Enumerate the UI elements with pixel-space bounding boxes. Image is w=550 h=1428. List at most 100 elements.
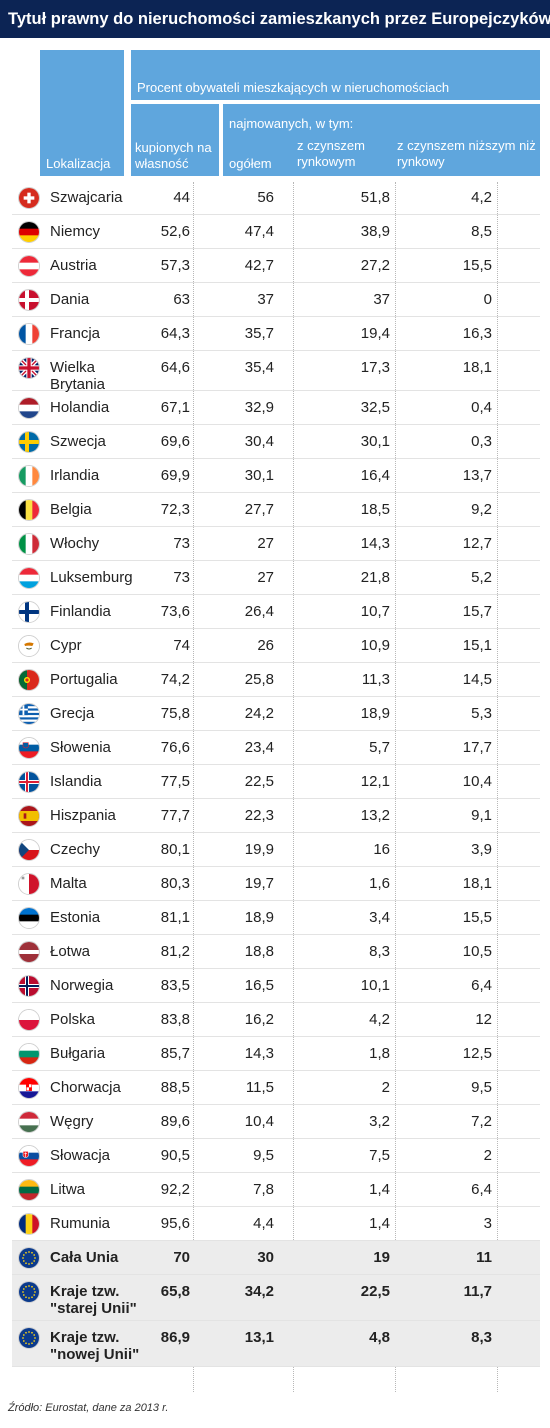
flag-slovenia-icon: [18, 737, 40, 759]
rented-total-value: 42,7: [244, 257, 274, 274]
purchased-value: 86,9: [160, 1329, 190, 1346]
row-location-name: Włochy: [50, 535, 100, 552]
row-location-name: Czechy: [50, 841, 101, 858]
table-row: Grecja 75,8 24,2 18,9 5,3: [12, 697, 540, 731]
header-percent-group: Procent obywateli mieszkających w nieruc…: [131, 50, 540, 100]
market-rent-value: 5,7: [369, 739, 390, 756]
table-row: Kraje tzw. "starej Unii" 65,8 34,2 22,5 11,7: [12, 1275, 540, 1321]
purchased-value: 77,5: [160, 773, 190, 790]
rented-total-value: 10,4: [244, 1113, 274, 1130]
table-row: Szwecja 69,6 30,4 30,1 0,3: [12, 425, 540, 459]
market-rent-value: 2: [381, 1079, 390, 1096]
row-location-name: Finlandia: [50, 603, 111, 620]
purchased-value: 77,7: [160, 807, 190, 824]
row-location-name: Grecja: [50, 705, 95, 722]
market-rent-value: 10,7: [360, 603, 390, 620]
rented-total-value: 11,5: [245, 1079, 274, 1096]
purchased-value: 70: [173, 1249, 190, 1266]
market-rent-value: 4,8: [369, 1329, 390, 1346]
below-market-rent-value: 7,2: [471, 1113, 492, 1130]
flag-denmark-icon: [18, 289, 40, 311]
market-rent-value: 8,3: [369, 943, 390, 960]
market-rent-value: 7,5: [369, 1147, 390, 1164]
row-location-name: Litwa: [50, 1181, 86, 1198]
table-row: Wielka Brytania 64,6 35,4 17,3 18,1: [12, 351, 540, 393]
row-location-name: Węgry: [50, 1113, 94, 1130]
market-rent-value: 27,2: [360, 257, 390, 274]
market-rent-value: 16,4: [360, 467, 390, 484]
row-location-name: Chorwacja: [50, 1079, 121, 1096]
below-market-rent-value: 10,4: [462, 773, 492, 790]
table-row: Holandia 67,1 32,9 32,5 0,4: [12, 391, 540, 425]
table-row: Francja 64,3 35,7 19,4 16,3: [12, 317, 540, 351]
purchased-value: 85,7: [160, 1045, 190, 1062]
below-market-rent-value: 3: [483, 1215, 492, 1232]
market-rent-value: 12,1: [360, 773, 390, 790]
table-row: Łotwa 81,2 18,8 8,3 10,5: [12, 935, 540, 969]
purchased-value: 69,6: [160, 433, 190, 450]
header-market-rent: z czynszem rynkowym: [297, 138, 365, 169]
flag-hungary-icon: [18, 1111, 40, 1133]
row-location-name: Portugalia: [50, 671, 118, 688]
row-location-name: Cypr: [50, 637, 82, 654]
table-row: Norwegia 83,5 16,5 10,1 6,4: [12, 969, 540, 1003]
flag-malta-icon: [18, 873, 40, 895]
below-market-rent-value: 12: [475, 1011, 492, 1028]
rented-total-value: 25,8: [244, 671, 274, 688]
market-rent-value: 1,6: [369, 875, 390, 892]
market-rent-value: 18,5: [360, 501, 390, 518]
table-row: Luksemburg 73 27 21,8 5,2: [12, 561, 540, 595]
below-market-rent-value: 18,1: [462, 359, 492, 376]
below-market-rent-value: 8,5: [471, 223, 492, 240]
flag-norway-icon: [18, 975, 40, 997]
flag-eu-icon: [18, 1327, 40, 1349]
flag-eu-icon: [18, 1247, 40, 1269]
flag-slovakia-icon: [18, 1145, 40, 1167]
below-market-rent-value: 6,4: [471, 1181, 492, 1198]
rented-total-value: 27: [257, 569, 274, 586]
table-row: Kraje tzw. "nowej Unii" 86,9 13,1 4,8 8,3: [12, 1321, 540, 1367]
purchased-value: 81,1: [160, 909, 190, 926]
purchased-value: 44: [173, 189, 190, 206]
table-row: Węgry 89,6 10,4 3,2 7,2: [12, 1105, 540, 1139]
purchased-value: 89,6: [160, 1113, 190, 1130]
purchased-value: 88,5: [160, 1079, 190, 1096]
purchased-value: 76,6: [160, 739, 190, 756]
row-location-name: Polska: [50, 1011, 96, 1028]
flag-czechia-icon: [18, 839, 40, 861]
row-location-name: Irlandia: [50, 467, 100, 484]
flag-cyprus-icon: [18, 635, 40, 657]
purchased-value: 73: [173, 569, 190, 586]
below-market-rent-value: 0,3: [471, 433, 492, 450]
rented-total-value: 22,3: [244, 807, 274, 824]
purchased-value: 73: [173, 535, 190, 552]
flag-iceland-icon: [18, 771, 40, 793]
below-market-rent-value: 11: [476, 1249, 492, 1266]
row-location-name: Luksemburg: [50, 569, 133, 586]
row-location-name: Norwegia: [50, 977, 114, 994]
rented-total-value: 37: [257, 291, 274, 308]
header-purchased: kupionych na własność: [131, 104, 219, 176]
flag-latvia-icon: [18, 941, 40, 963]
purchased-value: 65,8: [160, 1283, 190, 1300]
purchased-value: 83,8: [160, 1011, 190, 1028]
data-table: Szwajcaria 44 56 51,8 4,2 Niemcy 52,6 47,4 38,9 8…: [12, 181, 540, 1367]
purchased-value: 73,6: [160, 603, 190, 620]
flag-austria-icon: [18, 255, 40, 277]
flag-spain-icon: [18, 805, 40, 827]
rented-total-value: 23,4: [244, 739, 274, 756]
header-rented-total: ogółem: [229, 156, 272, 171]
rented-total-value: 16,2: [244, 1011, 274, 1028]
market-rent-value: 3,2: [369, 1113, 390, 1130]
market-rent-value: 13,2: [360, 807, 390, 824]
below-market-rent-value: 4,2: [471, 189, 492, 206]
market-rent-value: 51,8: [360, 189, 390, 206]
below-market-rent-value: 15,7: [462, 603, 492, 620]
market-rent-value: 30,1: [360, 433, 390, 450]
purchased-value: 83,5: [160, 977, 190, 994]
rented-total-value: 26: [257, 637, 274, 654]
rented-total-value: 14,3: [244, 1045, 274, 1062]
table-row: Malta 80,3 19,7 1,6 18,1: [12, 867, 540, 901]
market-rent-value: 19: [373, 1249, 390, 1266]
purchased-value: 90,5: [160, 1147, 190, 1164]
